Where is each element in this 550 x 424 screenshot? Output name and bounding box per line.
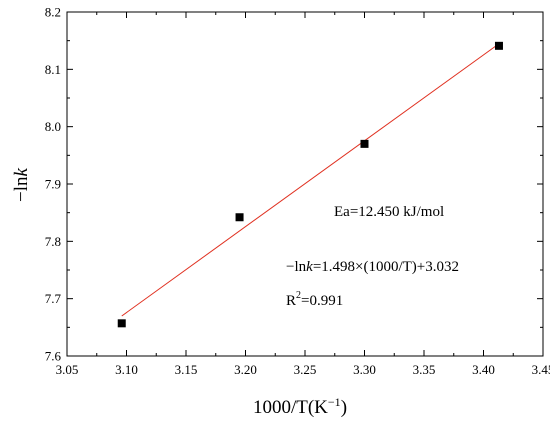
y-tick-labels: 7.6 7.7 7.8 7.9 8.0 8.1 8.2 [45,5,62,364]
data-point [494,41,503,50]
data-points [117,41,503,328]
x-tick-label: 3.40 [472,362,495,377]
y-tick-label: 7.8 [45,234,61,249]
r-squared-label: R2=0.991 [286,290,343,309]
x-tick-label: 3.10 [115,362,138,377]
fit-line [121,43,500,317]
fit-equation-prefix: −ln [286,259,307,275]
fit-equation-label: −lnk=1.498×(1000/T)+3.032 [286,259,459,275]
x-tick-label: 3.15 [175,362,198,377]
fit-equation-var: k [306,259,313,275]
x-tick-label: 3.25 [294,362,317,377]
data-point [360,139,369,148]
x-axis-title: 1000/T(K−1) [253,395,347,418]
x-tick-label: 3.45 [532,362,550,377]
x-axis-title-sup: −1 [328,395,341,409]
x-axis-title-main: 1000/T(K [253,397,328,418]
y-axis-title-var: k [11,167,32,176]
y-tick-label: 7.7 [45,291,62,306]
r-squared-rest: =0.991 [301,293,343,309]
y-tick-label: 8.2 [45,5,61,20]
x-tick-labels: 3.05 3.10 3.15 3.20 3.25 3.30 3.35 3.40 3.45 [56,362,550,377]
x-tick-label: 3.05 [56,362,79,377]
y-tick-label: 7.9 [45,177,61,192]
r-squared-sup: 2 [296,290,301,301]
x-axis-title-close: ) [341,397,347,418]
axis-ticks [66,11,544,357]
r-squared-base: R [286,293,296,309]
y-tick-label: 8.0 [45,119,61,134]
x-tick-label: 3.30 [353,362,376,377]
y-axis-title-prefix: −ln [11,176,32,202]
y-tick-label: 7.6 [45,349,62,364]
fit-equation-rest: =1.498×(1000/T)+3.032 [313,259,459,275]
y-tick-label: 8.1 [45,62,61,77]
activation-energy-label: Ea=12.450 kJ/mol [334,204,444,220]
x-tick-label: 3.35 [413,362,436,377]
data-point [117,319,126,328]
y-axis-title: −lnk [11,167,32,202]
x-tick-label: 3.20 [234,362,257,377]
data-point [235,213,244,222]
